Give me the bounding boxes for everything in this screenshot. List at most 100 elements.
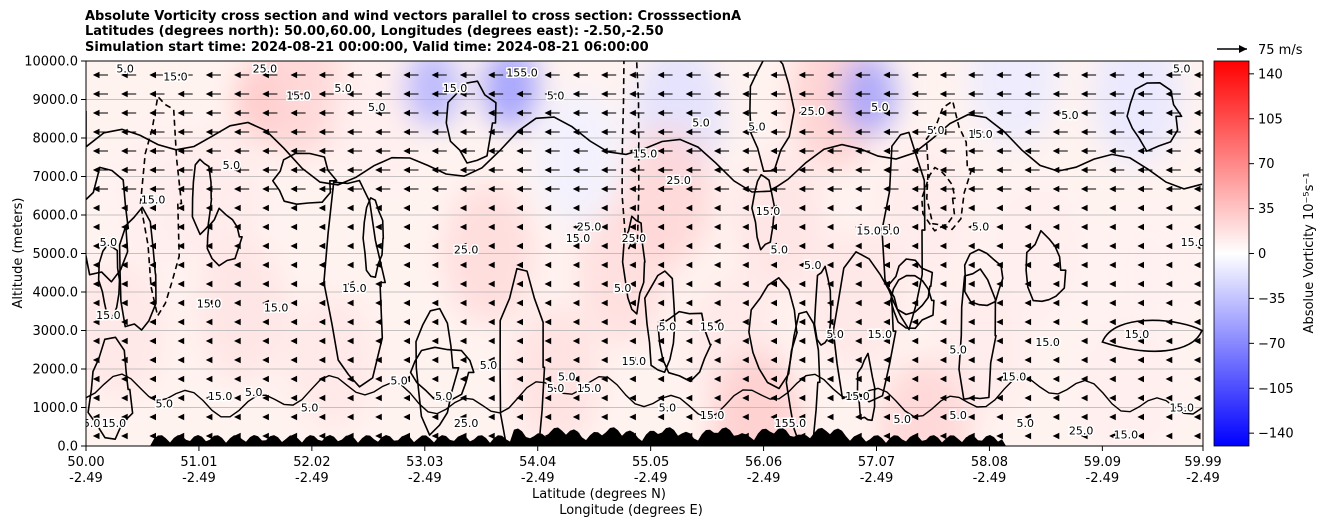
wind-vector	[149, 337, 156, 345]
wind-vector	[996, 90, 1012, 98]
wind-vector	[1137, 356, 1144, 364]
wind-vector	[346, 185, 363, 193]
wind-vector	[1165, 128, 1181, 136]
contour-label: 15.0	[443, 82, 468, 95]
wind-vector	[713, 280, 721, 288]
wind-vector	[770, 109, 786, 117]
wind-vector	[149, 394, 156, 402]
wind-vector	[1165, 147, 1181, 155]
wind-vector	[968, 299, 975, 307]
wind-vector	[290, 432, 298, 440]
wind-vector	[346, 337, 354, 345]
vorticity-region	[482, 61, 539, 128]
wind-vector	[431, 299, 439, 307]
wind-vector	[883, 318, 890, 326]
wind-vector	[601, 337, 608, 345]
wind-vector	[149, 261, 156, 269]
contour-label: 15.0	[1170, 401, 1195, 414]
wind-vector	[92, 185, 108, 193]
contour-label: 15.0	[1002, 371, 1027, 384]
wind-vector	[968, 356, 975, 364]
wind-vector	[629, 299, 636, 307]
wind-vector	[1193, 280, 1201, 288]
wind-vector	[318, 185, 334, 193]
wind-vector	[798, 185, 814, 193]
vorticity-region	[532, 87, 623, 228]
wind-vector	[375, 166, 391, 174]
wind-vector	[685, 204, 693, 212]
wind-vector	[685, 299, 693, 307]
wind-vector	[911, 432, 919, 440]
wind-vector	[488, 71, 504, 79]
wind-vector	[488, 394, 495, 402]
wind-vector	[826, 280, 834, 288]
wind-vector	[798, 166, 814, 174]
wind-vector	[318, 166, 334, 174]
wind-vector	[855, 375, 862, 383]
contour-line	[1101, 319, 1203, 353]
wind-vector	[883, 337, 890, 345]
wind-vector	[911, 223, 919, 231]
wind-vector	[1052, 432, 1060, 440]
wind-vector	[798, 223, 806, 231]
wind-vector	[685, 356, 693, 364]
wind-vector	[431, 280, 439, 288]
wind-vector	[488, 337, 495, 345]
wind-vector	[1080, 90, 1097, 98]
wind-vector	[629, 128, 645, 136]
wind-vector	[403, 356, 410, 364]
contour-label: 25.0	[666, 174, 691, 187]
wind-vector	[403, 394, 410, 402]
x-tick-label-latitude: 54.04	[519, 455, 556, 470]
wind-vector	[516, 166, 532, 174]
wind-vector	[346, 223, 354, 231]
wind-vector	[234, 166, 250, 174]
contour-label: 15.0	[577, 382, 602, 395]
wind-vector	[403, 280, 410, 288]
wind-vector	[939, 337, 947, 345]
contour-label: 25.0	[253, 63, 278, 76]
wind-vector	[601, 318, 608, 326]
wind-vector	[234, 185, 250, 193]
wind-vector	[713, 185, 730, 193]
wind-vector	[1165, 280, 1173, 288]
wind-vector	[1052, 71, 1068, 79]
wind-vector	[92, 318, 100, 326]
wind-vector	[346, 432, 354, 440]
wind-vector	[742, 299, 749, 307]
contour-label: 15.0	[968, 128, 993, 141]
wind-vector	[544, 223, 552, 231]
y-axis-label: Altitude (meters)	[11, 198, 26, 309]
wind-vector	[996, 318, 1003, 326]
wind-vector	[149, 375, 156, 383]
wind-vector	[855, 166, 871, 174]
contour-label: 15.0	[264, 301, 289, 314]
x-tick-label-longitude: -2.49	[747, 471, 781, 486]
vorticity-region	[253, 61, 344, 158]
wind-vector	[488, 318, 495, 326]
wind-vector	[234, 242, 241, 250]
contour-label: 5.0	[480, 359, 498, 372]
wind-vector	[1165, 71, 1181, 79]
wind-vector	[149, 432, 156, 440]
wind-vector	[1137, 280, 1144, 288]
wind-vector	[968, 185, 984, 193]
wind-vector	[1109, 413, 1116, 421]
wind-vector	[459, 261, 467, 269]
wind-vector	[911, 242, 919, 250]
wind-vector	[601, 299, 608, 307]
wind-vector	[346, 166, 363, 174]
wind-vector	[121, 432, 128, 440]
wind-vector	[685, 185, 701, 193]
wind-vector	[375, 318, 382, 326]
wind-vector	[488, 432, 495, 440]
vorticity-region	[286, 291, 377, 432]
wind-vector	[685, 432, 693, 440]
contour-label: 5.0	[301, 401, 319, 414]
wind-vector	[911, 166, 927, 174]
wind-vector	[262, 261, 269, 269]
contour-line	[409, 346, 475, 402]
wind-vector	[375, 185, 391, 193]
colorbar-tick-label: −35	[1258, 292, 1285, 307]
wind-vector	[121, 223, 128, 231]
